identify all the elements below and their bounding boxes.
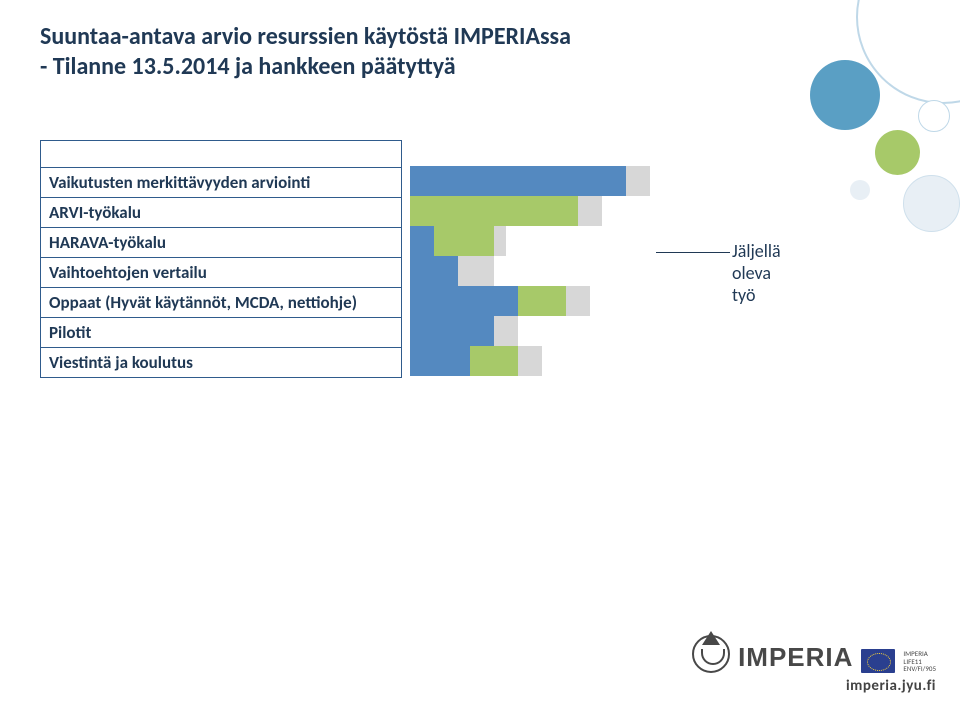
- category-item: Oppaat (Hyvät käytännöt, MCDA, nettiohje…: [41, 288, 401, 318]
- footer-logo-row: IMPERIA IMPERIA LIFE11 ENV/FI/905: [692, 635, 936, 673]
- category-header-blank: [41, 141, 401, 168]
- content-row: Vaikutusten merkittävyyden arviointi ARV…: [40, 140, 710, 378]
- bar-row: [410, 166, 710, 196]
- bar-row: [410, 286, 710, 316]
- bar-segment: [494, 226, 506, 256]
- bar-segment: [410, 286, 518, 316]
- bar-segment: [410, 316, 494, 346]
- bar-segment: [518, 346, 542, 376]
- category-item: Pilotit: [41, 318, 401, 348]
- bubble: [918, 100, 950, 132]
- imperia-logo-text: IMPERIA: [738, 642, 853, 673]
- decorative-bubbles: [730, 0, 960, 230]
- annotation-label: Jäljellä oleva työ: [732, 240, 781, 306]
- bar-segment: [410, 346, 470, 376]
- bar-segment: [626, 166, 650, 196]
- title-line-1: Suuntaa-antava arvio resurssien käytöstä…: [40, 22, 680, 52]
- bar-segment: [410, 166, 626, 196]
- bar-segment: [518, 286, 566, 316]
- bar-segment: [434, 226, 494, 256]
- category-item: Vaikutusten merkittävyyden arviointi: [41, 168, 401, 198]
- slide-title: Suuntaa-antava arvio resurssien käytöstä…: [40, 22, 680, 82]
- eu-flag-icon: [861, 649, 895, 673]
- category-item: ARVI-työkalu: [41, 198, 401, 228]
- bar-chart: Jäljellä oleva työ: [410, 140, 710, 376]
- bubble: [850, 180, 870, 200]
- category-list: Vaikutusten merkittävyyden arviointi ARV…: [40, 140, 402, 378]
- imperia-logo-icon: [692, 635, 730, 673]
- bubble: [875, 130, 920, 175]
- bar-segment: [566, 286, 590, 316]
- project-code: IMPERIA LIFE11 ENV/FI/905: [903, 650, 936, 673]
- bar-row: [410, 256, 710, 286]
- bar-segment: [470, 346, 518, 376]
- bar-segment: [458, 256, 494, 286]
- title-line-2: - Tilanne 13.5.2014 ja hankkeen päätytty…: [40, 52, 680, 82]
- bar-segment: [410, 196, 578, 226]
- bar-segment: [410, 226, 434, 256]
- bar-row: [410, 346, 710, 376]
- bubble: [856, 0, 960, 104]
- bubble: [810, 60, 880, 130]
- category-item: Vaihtoehtojen vertailu: [41, 258, 401, 288]
- footer-url: imperia.jyu.fi: [846, 677, 936, 695]
- bubble: [903, 175, 960, 232]
- category-item: Viestintä ja koulutus: [41, 348, 401, 377]
- bar-row: [410, 316, 710, 346]
- bar-segment: [494, 316, 518, 346]
- category-item: HARAVA-työkalu: [41, 228, 401, 258]
- bar-row: [410, 196, 710, 226]
- bar-segment: [578, 196, 602, 226]
- annotation-line: [656, 252, 730, 253]
- bar-segment: [410, 256, 458, 286]
- footer: IMPERIA IMPERIA LIFE11 ENV/FI/905 imperi…: [692, 635, 936, 695]
